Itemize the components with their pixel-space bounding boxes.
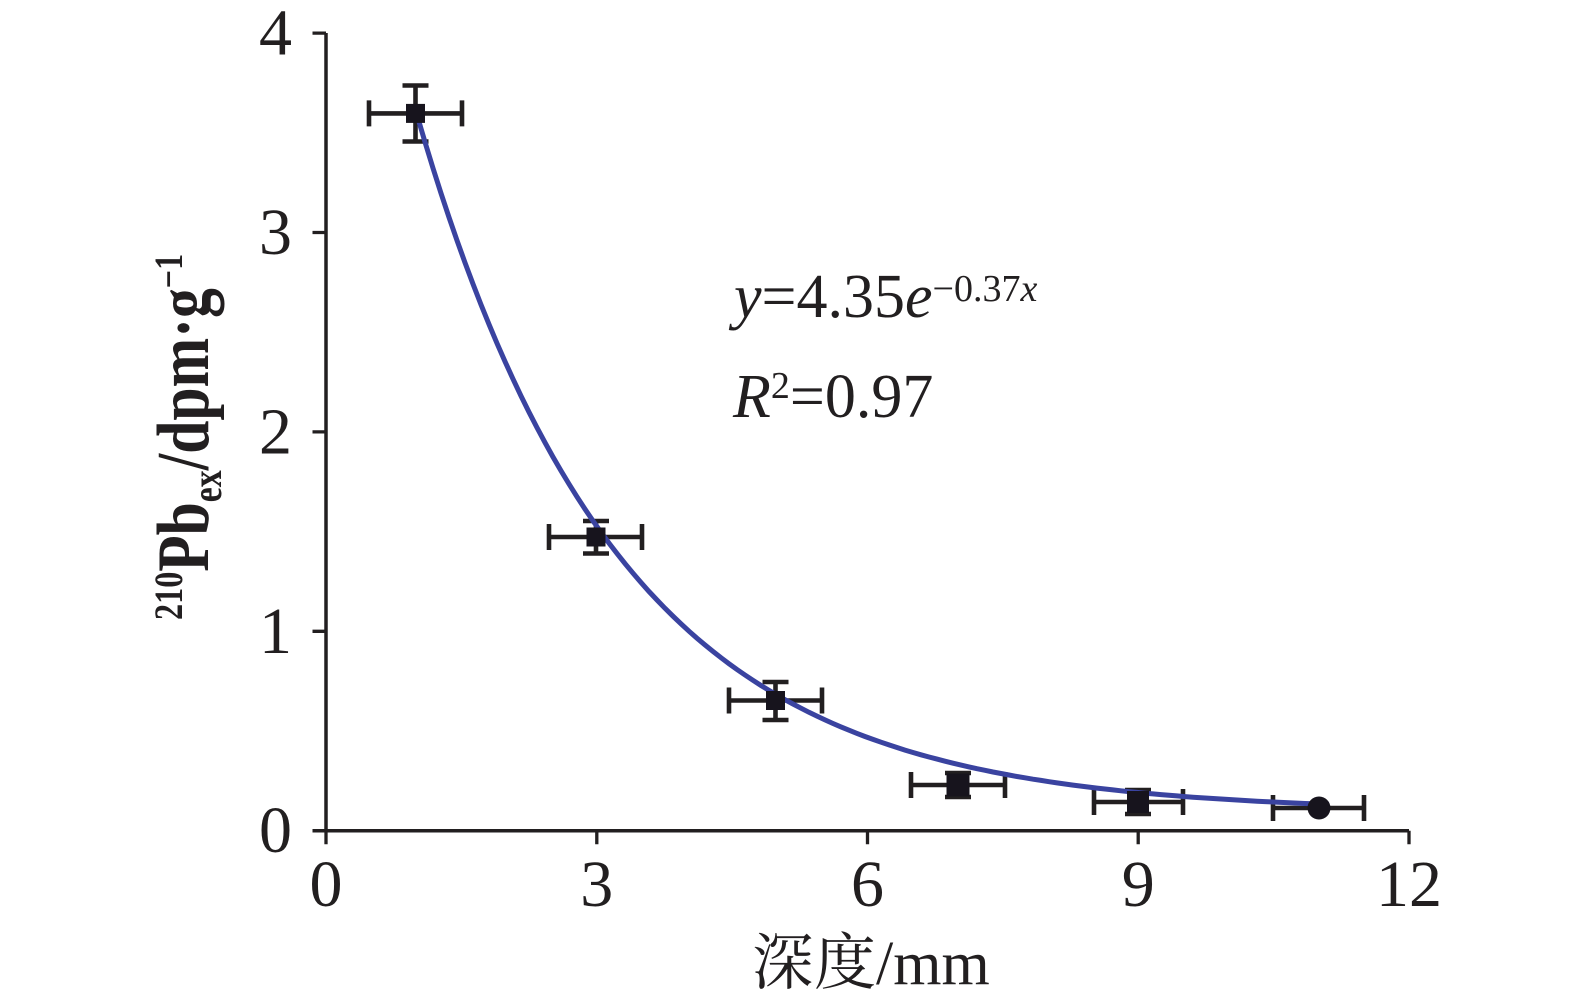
svg-text:3: 3 — [580, 848, 613, 921]
svg-text:1: 1 — [259, 595, 292, 668]
svg-text:/mm: /mm — [876, 930, 990, 998]
svg-text:0: 0 — [259, 794, 292, 867]
svg-text:6: 6 — [851, 848, 884, 921]
svg-text:y=4.35e−0.37x: y=4.35e−0.37x — [728, 263, 1037, 331]
svg-text:210Pbex/dpm·g−1: 210Pbex/dpm·g−1 — [142, 254, 231, 620]
svg-text:0: 0 — [310, 848, 343, 921]
svg-text:4: 4 — [259, 0, 292, 70]
svg-text:3: 3 — [259, 196, 292, 269]
svg-text:9: 9 — [1122, 848, 1155, 921]
svg-text:R2=0.97: R2=0.97 — [732, 363, 933, 431]
svg-text:2: 2 — [259, 395, 292, 468]
svg-text:12: 12 — [1376, 848, 1442, 921]
